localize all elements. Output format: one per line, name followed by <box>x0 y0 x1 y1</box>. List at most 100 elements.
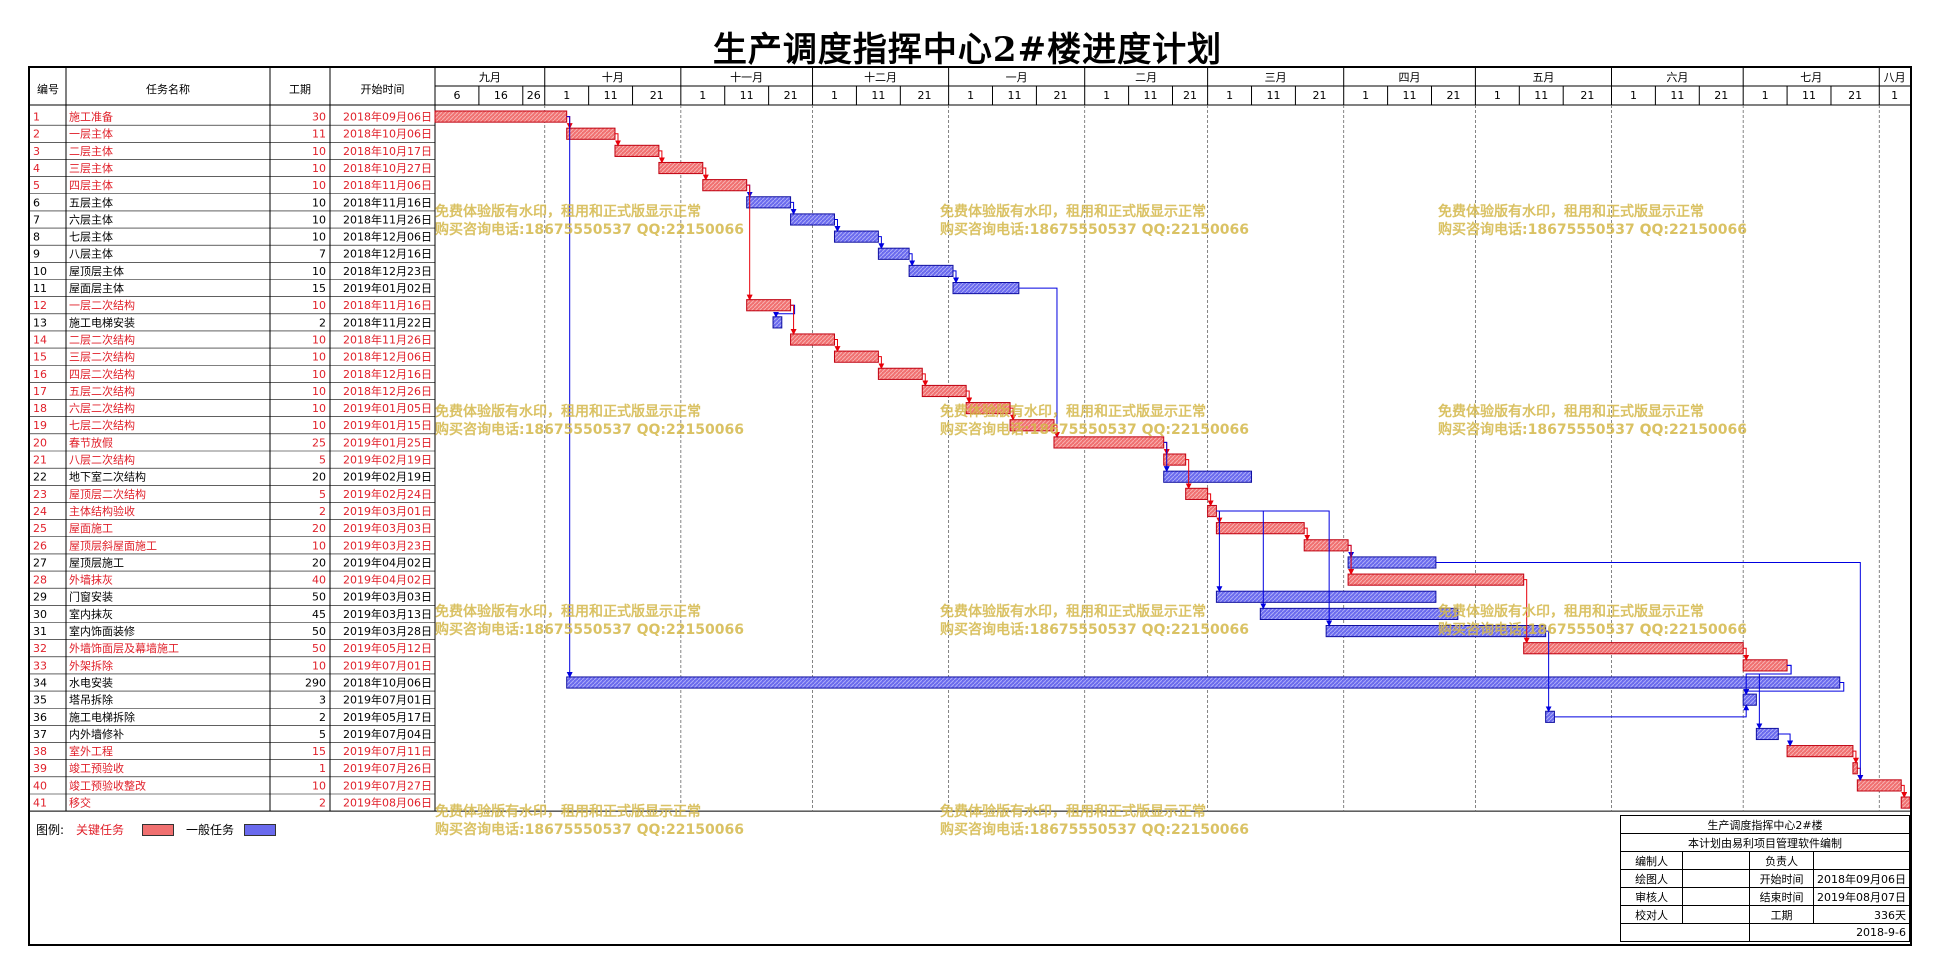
day-tick-label: 11 <box>740 89 754 102</box>
task-name: 七层二次结构 <box>69 418 135 432</box>
dependency-link <box>1185 459 1192 490</box>
task-duration: 10 <box>312 659 326 672</box>
task-duration: 10 <box>312 162 326 175</box>
dependency-link <box>1545 630 1552 713</box>
task-start: 2018年11月26日 <box>343 332 432 346</box>
day-tick-label: 26 <box>527 89 541 102</box>
task-name: 屋面施工 <box>69 522 113 535</box>
task-name: 施工准备 <box>69 110 113 124</box>
task-duration: 2 <box>319 316 326 329</box>
task-name: 春节放假 <box>69 435 113 449</box>
task-name: 外墙抹灰 <box>69 573 113 587</box>
month-label: 十一月 <box>730 70 763 84</box>
task-duration: 10 <box>312 179 326 192</box>
sign-cell: 绘图人 <box>1619 869 1684 889</box>
task-duration: 3 <box>319 694 326 707</box>
task-start: 2019年04月02日 <box>343 573 432 587</box>
dependency-link <box>658 150 665 164</box>
task-name: 外架拆除 <box>69 658 113 672</box>
page-title: 生产调度指挥中心2#楼进度计划 <box>712 30 1223 70</box>
task-start: 2018年12月26日 <box>343 384 432 398</box>
task-id: 21 <box>33 454 47 467</box>
dependency-link <box>614 133 621 147</box>
task-start: 2019年02月19日 <box>343 453 432 467</box>
task-id: 31 <box>33 625 47 638</box>
watermark-text: 免费体验版有水印，租用和正式版显示正常 购买咨询电话:18675550537 QQ… <box>940 603 1249 639</box>
dependency-link <box>790 304 797 335</box>
task-name: 八层主体 <box>69 247 113 261</box>
month-label: 九月 <box>479 71 501 84</box>
task-start: 2019年03月03日 <box>343 590 432 604</box>
task-name: 移交 <box>69 796 91 810</box>
task-bar <box>1215 590 1437 603</box>
dependency-link <box>1743 647 1750 661</box>
day-tick-label: 11 <box>1144 89 1158 102</box>
task-id: 10 <box>33 265 47 278</box>
task-duration: 1 <box>319 762 326 775</box>
task-bar <box>1347 556 1437 569</box>
task-name: 二层主体 <box>69 144 113 158</box>
task-start: 2019年07月01日 <box>343 693 432 707</box>
task-id: 30 <box>33 608 47 621</box>
task-start: 2019年03月23日 <box>343 538 432 552</box>
dependency-link <box>1435 561 1864 781</box>
task-duration: 50 <box>312 591 326 604</box>
task-start: 2018年10月06日 <box>343 127 432 141</box>
day-tick-label: 21 <box>784 89 798 102</box>
task-name: 竣工预验收 <box>69 761 124 775</box>
task-duration: 20 <box>312 522 326 535</box>
task-start: 2019年01月02日 <box>343 281 432 295</box>
month-label: 五月 <box>1532 71 1554 84</box>
task-bar <box>1185 487 1209 500</box>
day-tick-label: 16 <box>494 89 508 102</box>
task-duration: 2 <box>319 505 326 518</box>
sign-cell <box>1812 851 1911 871</box>
task-duration: 10 <box>312 402 326 415</box>
task-duration: 5 <box>319 488 326 501</box>
task-start: 2019年03月28日 <box>343 624 432 638</box>
task-duration: 2 <box>319 711 326 724</box>
task-duration: 10 <box>312 368 326 381</box>
task-name: 内外墙修补 <box>69 727 124 741</box>
task-duration: 20 <box>312 471 326 484</box>
task-id: 36 <box>33 711 47 724</box>
task-bar <box>1303 539 1349 552</box>
task-id: 3 <box>33 145 40 158</box>
watermark-line: 免费体验版有水印，租用和正式版显示正常 <box>1438 404 1704 420</box>
day-tick-label: 21 <box>1446 89 1460 102</box>
sign-project-row: 生产调度指挥中心2#楼 <box>1620 815 1910 835</box>
month-label: 六月 <box>1666 71 1688 84</box>
day-tick-label: 21 <box>1183 89 1197 102</box>
watermark-text: 免费体验版有水印，租用和正式版显示正常 购买咨询电话:18675550537 QQ… <box>1438 603 1747 639</box>
sign-row: 绘图人 开始时间 2018年09月06日 <box>1619 869 1911 889</box>
task-start: 2018年10月27日 <box>343 161 432 175</box>
task-id: 22 <box>33 471 47 484</box>
task-name: 水电安装 <box>69 675 113 689</box>
task-duration: 10 <box>312 539 326 552</box>
task-name: 外墙饰面层及幕墙施工 <box>69 641 179 655</box>
task-id: 11 <box>33 282 47 295</box>
task-duration: 10 <box>312 351 326 364</box>
dependency-link <box>953 270 960 284</box>
sign-date-row: 2018-9-6 <box>1619 923 1910 943</box>
day-tick-label: 11 <box>1403 89 1417 102</box>
task-bar <box>1259 607 1459 620</box>
sign-cell: 开始时间 <box>1749 869 1814 889</box>
task-bar <box>1900 796 1910 809</box>
watermark-text: 免费体验版有水印，租用和正式版显示正常 购买咨询电话:18675550537 QQ… <box>940 803 1249 839</box>
day-tick-label: 1 <box>563 89 570 102</box>
task-id: 41 <box>33 797 47 810</box>
day-tick-label: 1 <box>1630 89 1637 102</box>
day-tick-label: 21 <box>1313 89 1327 102</box>
day-tick-label: 21 <box>1580 89 1594 102</box>
dependency-link <box>1778 733 1794 747</box>
task-start: 2018年10月06日 <box>343 675 432 689</box>
task-name: 室内抹灰 <box>69 607 113 621</box>
task-name: 五层主体 <box>69 195 113 209</box>
task-bar <box>746 196 792 209</box>
day-tick-label: 11 <box>1007 89 1021 102</box>
task-duration: 10 <box>312 333 326 346</box>
watermark-text: 免费体验版有水印，租用和正式版显示正常 购买咨询电话:18675550537 QQ… <box>940 403 1249 439</box>
legend-normal-label: 一般任务 <box>186 823 235 838</box>
